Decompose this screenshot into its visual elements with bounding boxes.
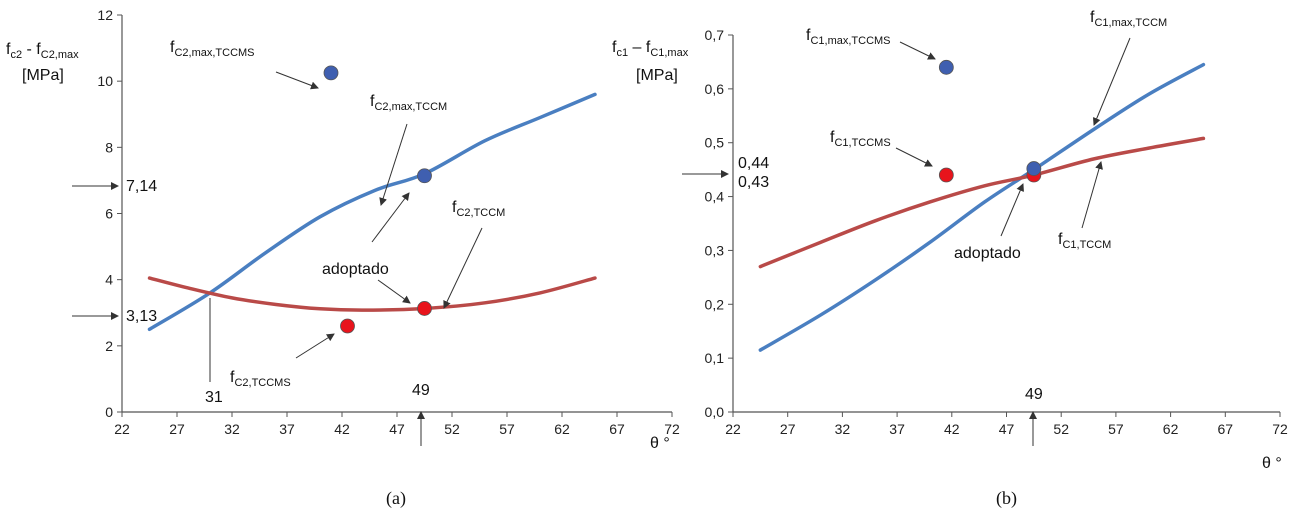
- x-tick-label: 47: [999, 421, 1015, 437]
- y-tick-label: 0,7: [705, 27, 725, 43]
- data-point: [417, 168, 432, 184]
- series-line: [147, 92, 597, 332]
- x-tick-label: 52: [1053, 421, 1069, 437]
- series-line: [758, 136, 1206, 269]
- x-tick-label: 67: [609, 421, 625, 437]
- arrow-adoptado-b: [1000, 183, 1024, 237]
- chart-a: 22 27 32 37 42 47 52 57 62 67 72 0 2 4 6 8 10 12 fc2 - f…: [6, 7, 680, 509]
- x-tick-label: 27: [780, 421, 796, 437]
- arrow-fc1-tccm: [1081, 161, 1103, 229]
- y-tick-label: 0,1: [705, 350, 725, 366]
- x-axis-label: θ °: [1262, 455, 1282, 472]
- arrow-fc1-max-tccms: [899, 41, 936, 60]
- x-tick-label: 32: [224, 421, 240, 437]
- y-tick-label: 0,3: [705, 242, 725, 258]
- y-tick-label: 0,2: [705, 296, 725, 312]
- data-point: [323, 65, 339, 81]
- y-tick-label: 0,0: [705, 404, 725, 420]
- arrow-adoptado-a1: [371, 192, 410, 243]
- arrow-fc2-max-tccms: [275, 71, 319, 90]
- y-tick-label: 0: [105, 404, 113, 420]
- y-tick-label: 2: [105, 338, 113, 354]
- label-fc1-max-tccms: fC1,max,TCCMS: [806, 27, 891, 47]
- arrow-fc2-max-tccm: [379, 123, 408, 206]
- arrow-fc1-max-tccm: [1092, 37, 1131, 126]
- x-tick-label: 32: [835, 421, 851, 437]
- data-point: [417, 301, 432, 316]
- label-fc1-tccm: fC1,TCCM: [1058, 231, 1111, 251]
- y-tick-label: 8: [105, 139, 113, 155]
- adoptado-label-a: adoptado: [322, 261, 389, 278]
- label-fc1-max-tccm: fC1,max,TCCM: [1090, 9, 1167, 29]
- data-point: [938, 59, 954, 75]
- chart-b: 22 27 32 37 42 47 52 57 62 67 72 0,0 0,1 0,2 0,3 0,4 0,…: [612, 9, 1288, 509]
- x-tick-label: 57: [499, 421, 515, 437]
- x-tick-label: 67: [1218, 421, 1234, 437]
- x-mark-label: 49: [1025, 386, 1043, 403]
- y-axis-unit: [MPa]: [636, 67, 678, 84]
- x-tick-label: 62: [1163, 421, 1179, 437]
- x-tick-label: 47: [389, 421, 405, 437]
- arrow-fc1-tccms: [895, 147, 933, 167]
- label-fc1-tccms: fC1,TCCMS: [830, 129, 891, 149]
- y-axis-label: fc2 - fC2,max: [6, 41, 79, 61]
- y-tick-label: 0,4: [705, 189, 725, 205]
- x-tick-label: 42: [944, 421, 960, 437]
- value-label-0-43: 0,43: [738, 174, 769, 191]
- x-mark-label: 49: [412, 382, 430, 399]
- adoptado-label-b: adoptado: [954, 245, 1021, 262]
- y-tick-label: 0,5: [705, 135, 725, 151]
- x-tick-label: 72: [664, 421, 680, 437]
- series-line: [758, 62, 1206, 352]
- y-tick-label: 4: [105, 272, 113, 288]
- crossing-label: 31: [205, 389, 223, 406]
- data-point: [1026, 161, 1042, 176]
- x-tick-label: 57: [1108, 421, 1124, 437]
- x-tick-label: 62: [554, 421, 570, 437]
- y-tick-label: 6: [105, 206, 113, 222]
- x-tick-label: 22: [725, 421, 741, 437]
- x-axis-label: θ °: [650, 435, 670, 452]
- data-point: [938, 167, 954, 183]
- label-fc2-max-tccms: fC2,max,TCCMS: [170, 39, 255, 59]
- label-fc2-tccms: fC2,TCCMS: [230, 369, 291, 389]
- y-axis-unit: [MPa]: [22, 67, 64, 84]
- value-label-7-14: 7,14: [126, 178, 157, 195]
- caption-a: (a): [386, 488, 406, 509]
- x-tick-label: 22: [114, 421, 130, 437]
- label-fc2-tccm: fC2,TCCM: [452, 199, 505, 219]
- x-tick-label: 37: [889, 421, 905, 437]
- x-tick-label: 72: [1272, 421, 1288, 437]
- y-tick-label: 10: [97, 73, 113, 89]
- y-tick-label: 0,6: [705, 81, 725, 97]
- x-tick-label: 52: [444, 421, 460, 437]
- arrow-fc2-tccms: [295, 333, 335, 359]
- x-tick-label: 37: [279, 421, 295, 437]
- caption-b: (b): [996, 488, 1017, 509]
- y-tick-label: 12: [97, 7, 113, 23]
- value-label-3-13: 3,13: [126, 308, 157, 325]
- x-tick-label: 27: [169, 421, 185, 437]
- value-label-0-44: 0,44: [738, 155, 769, 172]
- series-line: [147, 276, 597, 312]
- data-point: [340, 318, 355, 334]
- y-axis-label: fc1 – fC1,max: [612, 39, 689, 59]
- label-fc2-max-tccm: fC2,max,TCCM: [370, 93, 447, 113]
- x-tick-label: 42: [334, 421, 350, 437]
- arrow-adoptado-a2: [377, 279, 411, 304]
- arrow-fc2-tccm: [443, 227, 483, 309]
